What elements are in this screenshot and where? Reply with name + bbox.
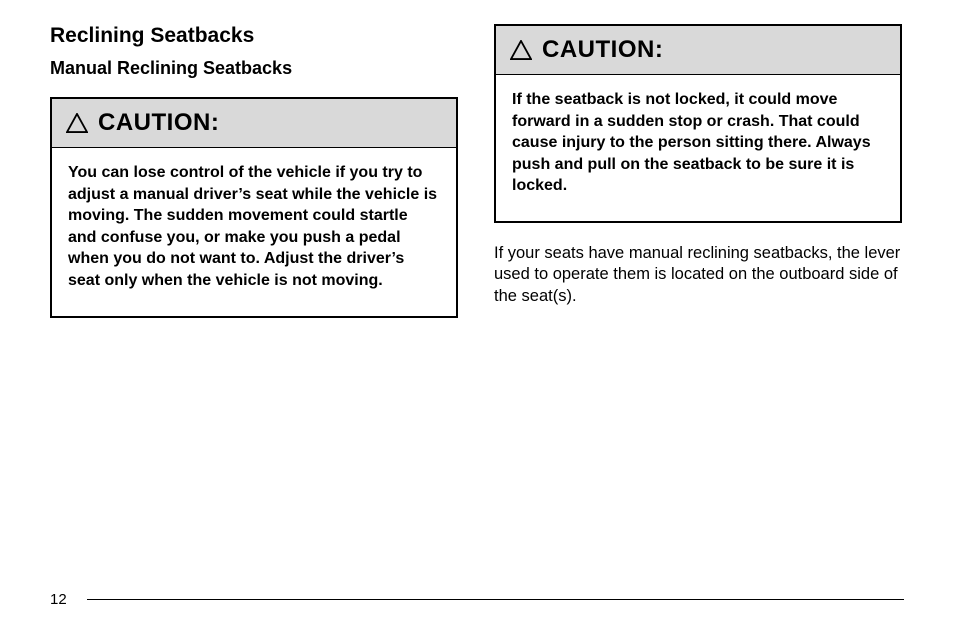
left-column: Reclining Seatbacks Manual Reclining Sea… bbox=[50, 24, 458, 338]
caution-box-left: CAUTION: You can lose control of the veh… bbox=[50, 97, 458, 318]
caution-header: CAUTION: bbox=[496, 26, 900, 75]
page-footer: 12 bbox=[50, 591, 904, 608]
manual-page: Reclining Seatbacks Manual Reclining Sea… bbox=[0, 0, 954, 636]
page-number: 12 bbox=[50, 591, 67, 608]
caution-label: CAUTION: bbox=[98, 109, 219, 137]
warning-triangle-icon bbox=[510, 40, 532, 60]
footer-rule bbox=[87, 599, 904, 601]
body-paragraph: If your seats have manual reclining seat… bbox=[494, 243, 902, 307]
caution-header: CAUTION: bbox=[52, 99, 456, 148]
caution-body-text: If the seatback is not locked, it could … bbox=[496, 75, 900, 221]
two-column-layout: Reclining Seatbacks Manual Reclining Sea… bbox=[50, 24, 904, 338]
warning-triangle-icon bbox=[66, 113, 88, 133]
caution-label: CAUTION: bbox=[542, 36, 663, 64]
section-subheading: Manual Reclining Seatbacks bbox=[50, 58, 458, 79]
section-heading: Reclining Seatbacks bbox=[50, 24, 458, 48]
caution-box-right: CAUTION: If the seatback is not locked, … bbox=[494, 24, 902, 223]
right-column: CAUTION: If the seatback is not locked, … bbox=[494, 24, 902, 338]
caution-body-text: You can lose control of the vehicle if y… bbox=[52, 148, 456, 316]
